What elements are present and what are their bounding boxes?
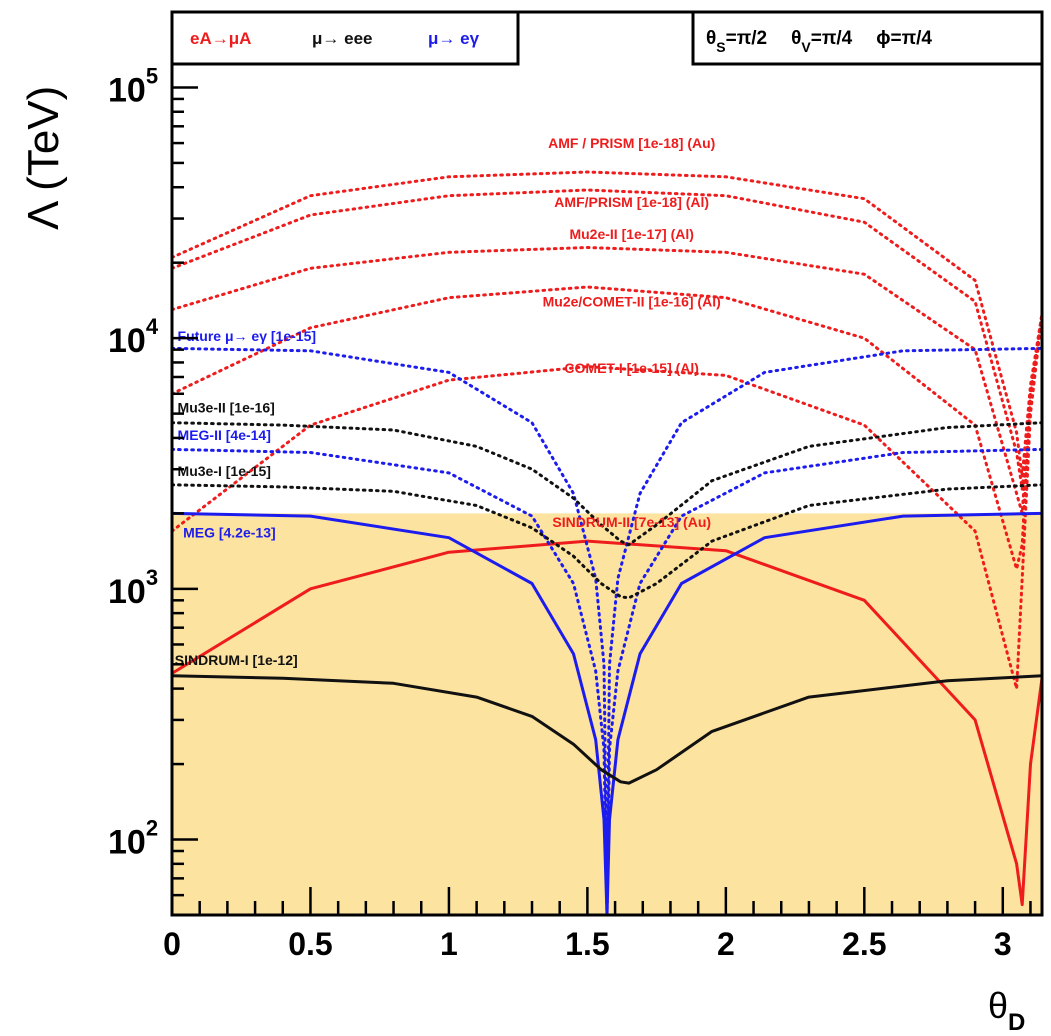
legend-entry-2: μ→ eγ	[428, 29, 480, 48]
legend-param-value-1: =π/4	[811, 28, 853, 49]
x-tick-label-5: 2.5	[842, 926, 886, 962]
series-line-8	[172, 346, 1042, 897]
x-tick-label-6: 3	[994, 926, 1012, 962]
series-line-5	[172, 170, 1042, 479]
y-tick-label-2: 104	[108, 314, 159, 360]
series-line-1	[172, 312, 1042, 691]
x-tick-label-1: 0.5	[288, 926, 332, 962]
y-tick-base: 10	[108, 824, 146, 862]
curve-label-8: MEG-II [4e-14]	[178, 427, 271, 443]
y-tick-exponent: 4	[146, 314, 159, 339]
y-tick-label-3: 105	[108, 63, 158, 109]
curve-label-2: Mu2e-II [1e-17] (Al)	[569, 226, 693, 242]
curve-label-3: Mu2e/COMET-II [1e-16] (Al)	[543, 294, 721, 310]
y-axis-title: Λ (TeV)	[19, 86, 68, 230]
y-tick-exponent: 2	[146, 816, 158, 841]
y-tick-base: 10	[108, 71, 146, 109]
y-tick-exponent: 3	[146, 565, 158, 590]
curve-label-7: Mu3e-II [1e-16]	[178, 399, 275, 415]
legend-param-symbol-0: θ	[706, 28, 716, 49]
legend-param-value-0: =π/2	[726, 28, 768, 49]
legend-parameters: θS=π/2 θV=π/4 ϕ=π/4	[706, 28, 932, 55]
curve-label-6: Future μ→ eγ [1e-15]	[178, 328, 317, 344]
y-tick-base: 10	[108, 322, 146, 360]
series-line-4	[172, 188, 1042, 491]
x-tick-label-3: 1.5	[565, 926, 609, 962]
x-axis-title-subscript: D	[1008, 1009, 1025, 1036]
curve-label-1: AMF/PRISM [1e-18] (Al)	[554, 194, 709, 210]
series-line-11	[172, 421, 1042, 547]
y-tick-label-1: 103	[108, 565, 158, 611]
x-axis-title-symbol: θ	[988, 985, 1008, 1026]
x-tick-label-4: 2	[717, 926, 735, 962]
curve-label-5: SINDRUM-II [7e-13] (Au)	[552, 514, 711, 530]
legend-param-sub-1: V	[801, 39, 811, 55]
legend-box-left	[170, 10, 520, 66]
series-line-3	[172, 246, 1042, 515]
legend-param-symbol-2: ϕ	[876, 28, 890, 49]
legend-param-value-2: =π/4	[891, 28, 933, 49]
y-tick-base: 10	[108, 573, 146, 611]
curve-label-9: Mu3e-I [1e-15]	[178, 463, 271, 479]
series-line-7	[172, 447, 1042, 915]
y-tick-label-0: 102	[108, 816, 158, 862]
legend-entry-1: μ→ eee	[312, 29, 373, 48]
curve-label-4: COMET-I [1e-15] (Al)	[564, 360, 699, 376]
curve-label-11: SINDRUM-I [1e-12]	[175, 652, 298, 668]
plot-frame	[170, 10, 1044, 917]
x-tick-label-0: 0	[163, 926, 181, 962]
x-axis-title: θD	[988, 985, 1025, 1036]
curve-label-0: AMF / PRISM [1e-18] (Au)	[548, 135, 715, 151]
series-line-6	[172, 511, 1042, 915]
curve-label-10: MEG [4.2e-13]	[183, 524, 276, 540]
legend-entry-0: eA→μA	[190, 29, 251, 48]
legend-param-sub-0: S	[716, 39, 725, 55]
y-tick-exponent: 5	[146, 63, 158, 88]
series-line-9	[172, 674, 1042, 785]
series-line-10	[172, 483, 1042, 600]
series-line-0	[172, 539, 1042, 907]
x-tick-label-2: 1	[440, 926, 458, 962]
legend-param-symbol-1: θ	[791, 28, 801, 49]
